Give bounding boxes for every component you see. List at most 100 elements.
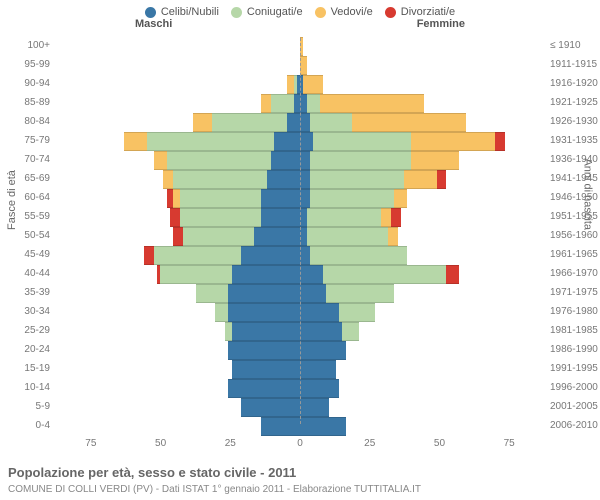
age-label: 10-14 <box>0 382 56 393</box>
header-male: Maschi <box>135 18 172 30</box>
male-bars <box>56 170 300 187</box>
bar-group <box>56 151 544 168</box>
bar-group <box>56 37 544 54</box>
legend-item: Vedovi/e <box>315 6 373 18</box>
male-bars <box>56 37 300 54</box>
bar-segment-widowed <box>394 189 407 208</box>
age-label: 30-34 <box>0 306 56 317</box>
bar-segment-single <box>267 170 300 189</box>
legend-label: Divorziati/e <box>401 6 455 18</box>
bar-segment-single <box>300 284 326 303</box>
x-axis: 7550250255075 <box>0 438 600 449</box>
bar-segment-single <box>261 208 300 227</box>
bar-segment-married <box>313 132 411 151</box>
age-label: 75-79 <box>0 135 56 146</box>
age-label: 70-74 <box>0 154 56 165</box>
birth-label: 1941-1945 <box>544 173 600 184</box>
bar-segment-widowed <box>300 56 307 75</box>
birth-label: 1916-1920 <box>544 78 600 89</box>
male-bars <box>56 189 300 206</box>
bar-segment-single <box>300 322 342 341</box>
bar-segment-widowed <box>193 113 213 132</box>
bar-segment-single <box>254 227 300 246</box>
birth-label: 1921-1925 <box>544 97 600 108</box>
age-label: 50-54 <box>0 230 56 241</box>
bar-group <box>56 56 544 73</box>
bar-group <box>56 341 544 358</box>
bar-segment-married <box>310 246 408 265</box>
bar-segment-single <box>228 303 300 322</box>
bar-segment-single <box>232 360 300 379</box>
bar-segment-married <box>271 94 294 113</box>
female-bars <box>300 341 544 358</box>
male-bars <box>56 56 300 73</box>
bar-group <box>56 265 544 282</box>
bar-segment-single <box>300 379 339 398</box>
chart-subtitle: COMUNE DI COLLI VERDI (PV) - Dati ISTAT … <box>8 484 421 495</box>
x-tick: 25 <box>335 438 405 449</box>
female-bars <box>300 398 544 415</box>
female-bars <box>300 132 544 149</box>
bar-group <box>56 398 544 415</box>
birth-label: 1971-1975 <box>544 287 600 298</box>
bar-segment-married <box>215 303 228 322</box>
bar-segment-married <box>167 151 271 170</box>
birth-label: 1956-1960 <box>544 230 600 241</box>
birth-label: 1951-1955 <box>544 211 600 222</box>
male-bars <box>56 284 300 301</box>
bar-segment-divorced <box>391 208 401 227</box>
age-row: 20-241986-1990 <box>0 340 600 359</box>
bar-segment-married <box>212 113 287 132</box>
chart-title: Popolazione per età, sesso e stato civil… <box>8 465 296 480</box>
age-row: 50-54 1956-1960 <box>0 226 600 245</box>
male-bars <box>56 113 300 130</box>
age-row: 30-34 1976-1980 <box>0 302 600 321</box>
bar-segment-widowed <box>404 170 437 189</box>
bar-segment-divorced <box>144 246 154 265</box>
female-bars <box>300 37 544 54</box>
bar-segment-single <box>228 341 300 360</box>
bar-segment-widowed <box>124 132 147 151</box>
chart-container: Celibi/NubiliConiugati/eVedovi/eDivorzia… <box>0 0 600 500</box>
female-bars <box>300 94 544 111</box>
bar-segment-single <box>300 170 310 189</box>
birth-label: 1991-1995 <box>544 363 600 374</box>
x-tick: 50 <box>405 438 475 449</box>
male-bars <box>56 151 300 168</box>
bar-segment-single <box>271 151 300 170</box>
legend-dot <box>231 7 242 18</box>
bar-segment-single <box>300 189 310 208</box>
bar-segment-divorced <box>170 208 180 227</box>
bar-group <box>56 208 544 225</box>
age-label: 65-69 <box>0 173 56 184</box>
female-bars <box>300 113 544 130</box>
bar-group <box>56 170 544 187</box>
age-row: 75-791931-1935 <box>0 131 600 150</box>
bar-segment-single <box>261 189 300 208</box>
bar-segment-single <box>241 246 300 265</box>
bar-segment-single <box>287 113 300 132</box>
bar-segment-single <box>300 398 329 417</box>
birth-label: 1966-1970 <box>544 268 600 279</box>
x-tick: 25 <box>195 438 265 449</box>
female-bars <box>300 75 544 92</box>
bar-segment-widowed <box>261 94 271 113</box>
age-label: 100+ <box>0 40 56 51</box>
age-row: 85-891921-1925 <box>0 93 600 112</box>
bar-segment-single <box>232 265 300 284</box>
female-bars <box>300 284 544 301</box>
birth-label: 1976-1980 <box>544 306 600 317</box>
bar-segment-married <box>180 189 261 208</box>
bar-segment-single <box>300 151 310 170</box>
bar-segment-single <box>300 360 336 379</box>
x-tick: 0 <box>265 438 335 449</box>
bar-segment-widowed <box>381 208 391 227</box>
bar-segment-single <box>232 322 300 341</box>
age-label: 15-19 <box>0 363 56 374</box>
bar-segment-married <box>307 208 382 227</box>
age-row: 80-841926-1930 <box>0 112 600 131</box>
bar-segment-widowed <box>303 75 323 94</box>
female-bars <box>300 189 544 206</box>
x-tick: 75 <box>56 438 126 449</box>
bar-segment-married <box>342 322 358 341</box>
